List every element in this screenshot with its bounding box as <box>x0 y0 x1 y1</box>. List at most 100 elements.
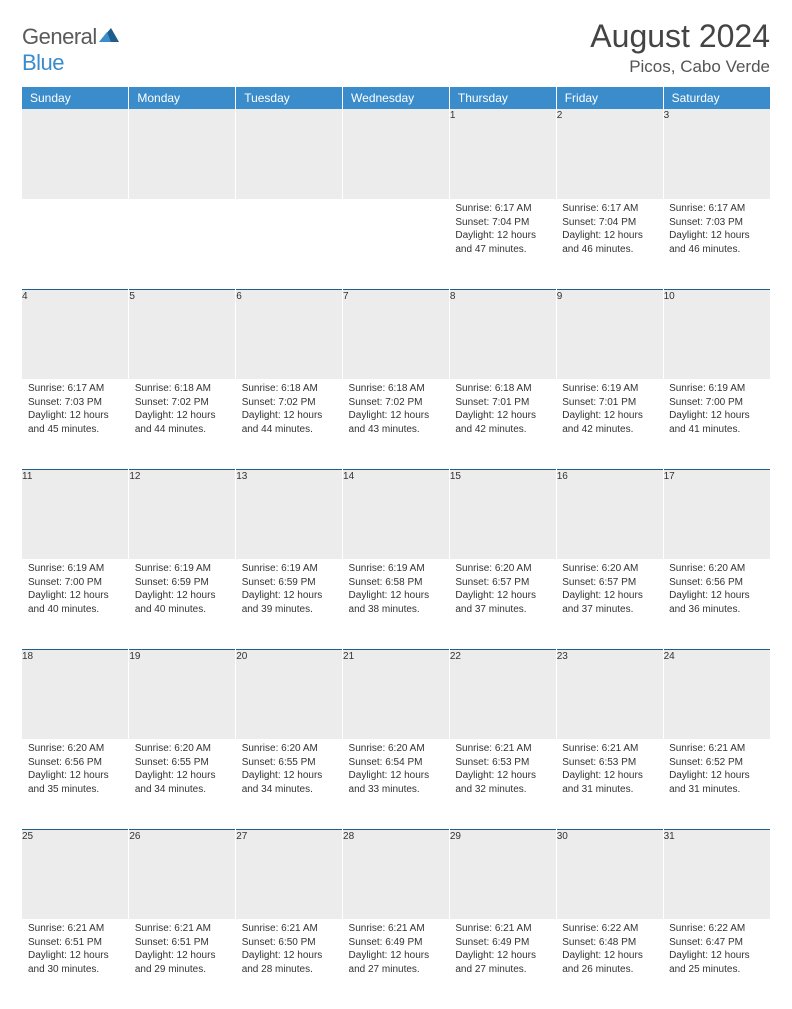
day-number-cell: 13 <box>236 469 343 559</box>
day-details: Sunrise: 6:20 AMSunset: 6:54 PMDaylight:… <box>343 739 450 802</box>
day-number-cell: 30 <box>556 829 663 919</box>
day-cell: Sunrise: 6:22 AMSunset: 6:47 PMDaylight:… <box>663 919 770 1009</box>
day-number-cell: 5 <box>129 289 236 379</box>
day-number-cell <box>236 109 343 199</box>
day-cell: Sunrise: 6:21 AMSunset: 6:49 PMDaylight:… <box>343 919 450 1009</box>
day-details: Sunrise: 6:21 AMSunset: 6:53 PMDaylight:… <box>556 739 663 802</box>
day-cell: Sunrise: 6:18 AMSunset: 7:01 PMDaylight:… <box>449 379 556 469</box>
day-number-cell: 2 <box>556 109 663 199</box>
logo-text: General Blue <box>22 24 121 76</box>
day-number-cell: 21 <box>343 649 450 739</box>
day-number-cell: 9 <box>556 289 663 379</box>
day-details: Sunrise: 6:19 AMSunset: 7:00 PMDaylight:… <box>663 379 770 442</box>
day-details: Sunrise: 6:21 AMSunset: 6:51 PMDaylight:… <box>22 919 129 982</box>
day-details: Sunrise: 6:18 AMSunset: 7:02 PMDaylight:… <box>236 379 343 442</box>
day-number-cell: 12 <box>129 469 236 559</box>
page-title: August 2024 <box>590 18 770 55</box>
day-cell: Sunrise: 6:21 AMSunset: 6:53 PMDaylight:… <box>449 739 556 829</box>
day-details: Sunrise: 6:19 AMSunset: 6:59 PMDaylight:… <box>236 559 343 622</box>
location-label: Picos, Cabo Verde <box>590 57 770 77</box>
day-header: Wednesday <box>343 87 450 109</box>
calendar-table: SundayMondayTuesdayWednesdayThursdayFrid… <box>22 87 770 1009</box>
day-details: Sunrise: 6:17 AMSunset: 7:04 PMDaylight:… <box>449 199 556 262</box>
day-number-cell: 7 <box>343 289 450 379</box>
day-number-cell: 16 <box>556 469 663 559</box>
day-details: Sunrise: 6:18 AMSunset: 7:02 PMDaylight:… <box>343 379 450 442</box>
day-cell: Sunrise: 6:18 AMSunset: 7:02 PMDaylight:… <box>343 379 450 469</box>
day-cell: Sunrise: 6:17 AMSunset: 7:04 PMDaylight:… <box>449 199 556 289</box>
logo-word-2: Blue <box>22 50 64 75</box>
day-number-cell <box>129 109 236 199</box>
day-cell: Sunrise: 6:20 AMSunset: 6:55 PMDaylight:… <box>129 739 236 829</box>
day-details: Sunrise: 6:20 AMSunset: 6:57 PMDaylight:… <box>556 559 663 622</box>
day-number-cell: 26 <box>129 829 236 919</box>
day-details: Sunrise: 6:21 AMSunset: 6:51 PMDaylight:… <box>129 919 236 982</box>
day-details: Sunrise: 6:17 AMSunset: 7:03 PMDaylight:… <box>663 199 770 262</box>
day-cell: Sunrise: 6:21 AMSunset: 6:53 PMDaylight:… <box>556 739 663 829</box>
day-cell: Sunrise: 6:17 AMSunset: 7:03 PMDaylight:… <box>663 199 770 289</box>
day-details: Sunrise: 6:17 AMSunset: 7:03 PMDaylight:… <box>22 379 129 442</box>
day-cell: Sunrise: 6:22 AMSunset: 6:48 PMDaylight:… <box>556 919 663 1009</box>
day-cell: Sunrise: 6:21 AMSunset: 6:52 PMDaylight:… <box>663 739 770 829</box>
day-cell: Sunrise: 6:20 AMSunset: 6:54 PMDaylight:… <box>343 739 450 829</box>
day-number-cell: 18 <box>22 649 129 739</box>
day-cell: Sunrise: 6:21 AMSunset: 6:51 PMDaylight:… <box>129 919 236 1009</box>
day-cell: Sunrise: 6:19 AMSunset: 7:00 PMDaylight:… <box>22 559 129 649</box>
day-number-cell: 14 <box>343 469 450 559</box>
day-cell: Sunrise: 6:19 AMSunset: 7:01 PMDaylight:… <box>556 379 663 469</box>
day-number-cell: 23 <box>556 649 663 739</box>
day-cell <box>22 199 129 289</box>
day-number-cell: 1 <box>449 109 556 199</box>
day-cell: Sunrise: 6:21 AMSunset: 6:50 PMDaylight:… <box>236 919 343 1009</box>
day-cell: Sunrise: 6:21 AMSunset: 6:51 PMDaylight:… <box>22 919 129 1009</box>
day-header: Monday <box>129 87 236 109</box>
day-details: Sunrise: 6:21 AMSunset: 6:52 PMDaylight:… <box>663 739 770 802</box>
day-cell: Sunrise: 6:20 AMSunset: 6:57 PMDaylight:… <box>556 559 663 649</box>
day-number-cell: 4 <box>22 289 129 379</box>
title-block: August 2024 Picos, Cabo Verde <box>590 18 770 77</box>
day-cell: Sunrise: 6:20 AMSunset: 6:55 PMDaylight:… <box>236 739 343 829</box>
day-header: Sunday <box>22 87 129 109</box>
day-number-cell: 19 <box>129 649 236 739</box>
day-cell: Sunrise: 6:19 AMSunset: 6:59 PMDaylight:… <box>236 559 343 649</box>
day-details: Sunrise: 6:18 AMSunset: 7:02 PMDaylight:… <box>129 379 236 442</box>
day-details: Sunrise: 6:19 AMSunset: 7:00 PMDaylight:… <box>22 559 129 622</box>
day-number-cell: 6 <box>236 289 343 379</box>
day-details: Sunrise: 6:21 AMSunset: 6:49 PMDaylight:… <box>449 919 556 982</box>
day-number-cell: 20 <box>236 649 343 739</box>
day-cell: Sunrise: 6:20 AMSunset: 6:56 PMDaylight:… <box>22 739 129 829</box>
day-number-cell: 11 <box>22 469 129 559</box>
day-details: Sunrise: 6:20 AMSunset: 6:56 PMDaylight:… <box>663 559 770 622</box>
day-number-cell: 31 <box>663 829 770 919</box>
sail-icon <box>97 26 121 44</box>
day-number-cell: 3 <box>663 109 770 199</box>
logo-word-1: General <box>22 24 97 49</box>
day-number-cell: 22 <box>449 649 556 739</box>
day-details: Sunrise: 6:19 AMSunset: 7:01 PMDaylight:… <box>556 379 663 442</box>
day-details: Sunrise: 6:20 AMSunset: 6:55 PMDaylight:… <box>129 739 236 802</box>
day-details: Sunrise: 6:21 AMSunset: 6:49 PMDaylight:… <box>343 919 450 982</box>
day-details: Sunrise: 6:21 AMSunset: 6:50 PMDaylight:… <box>236 919 343 982</box>
logo: General Blue <box>22 18 121 76</box>
day-cell: Sunrise: 6:19 AMSunset: 6:58 PMDaylight:… <box>343 559 450 649</box>
day-header: Friday <box>556 87 663 109</box>
day-cell: Sunrise: 6:19 AMSunset: 7:00 PMDaylight:… <box>663 379 770 469</box>
day-details: Sunrise: 6:20 AMSunset: 6:56 PMDaylight:… <box>22 739 129 802</box>
day-details: Sunrise: 6:22 AMSunset: 6:47 PMDaylight:… <box>663 919 770 982</box>
day-details: Sunrise: 6:18 AMSunset: 7:01 PMDaylight:… <box>449 379 556 442</box>
day-header-row: SundayMondayTuesdayWednesdayThursdayFrid… <box>22 87 770 109</box>
day-header: Saturday <box>663 87 770 109</box>
day-number-cell: 27 <box>236 829 343 919</box>
header: General Blue August 2024 Picos, Cabo Ver… <box>22 18 770 77</box>
day-details: Sunrise: 6:17 AMSunset: 7:04 PMDaylight:… <box>556 199 663 262</box>
day-details: Sunrise: 6:19 AMSunset: 6:59 PMDaylight:… <box>129 559 236 622</box>
day-details: Sunrise: 6:19 AMSunset: 6:58 PMDaylight:… <box>343 559 450 622</box>
day-number-cell: 10 <box>663 289 770 379</box>
day-cell: Sunrise: 6:21 AMSunset: 6:49 PMDaylight:… <box>449 919 556 1009</box>
day-number-cell: 15 <box>449 469 556 559</box>
day-cell <box>129 199 236 289</box>
day-details: Sunrise: 6:20 AMSunset: 6:55 PMDaylight:… <box>236 739 343 802</box>
day-cell: Sunrise: 6:18 AMSunset: 7:02 PMDaylight:… <box>129 379 236 469</box>
day-details: Sunrise: 6:21 AMSunset: 6:53 PMDaylight:… <box>449 739 556 802</box>
day-cell <box>236 199 343 289</box>
